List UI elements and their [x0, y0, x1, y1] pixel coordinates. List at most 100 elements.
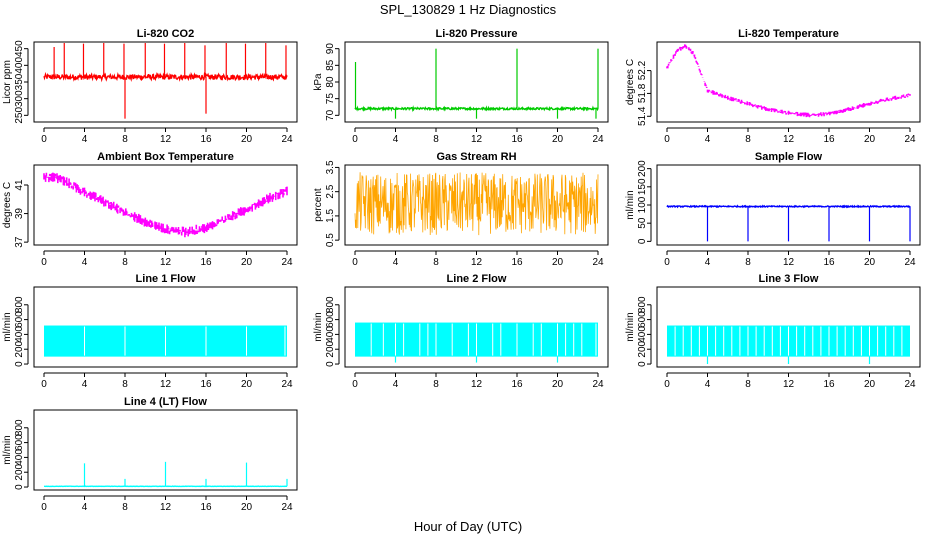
x-tick-label: 8: [745, 134, 751, 145]
x-tick-label: 20: [552, 257, 564, 268]
y-axis-label: kPa: [313, 73, 324, 91]
x-tick-label: 4: [82, 379, 88, 390]
data-series: [666, 204, 911, 242]
x-tick-label: 16: [200, 379, 212, 390]
data-series: [43, 172, 288, 238]
x-tick-label: 24: [281, 134, 293, 145]
y-tick-label: 400: [14, 449, 25, 466]
data-series: [354, 172, 599, 236]
x-tick-label: 8: [122, 379, 128, 390]
x-axis: 0 4 8 12 16 20 24: [41, 250, 293, 268]
x-tick-label: 24: [592, 134, 604, 145]
x-tick-label: 4: [82, 257, 88, 268]
x-tick-label: 20: [864, 257, 876, 268]
y-tick-label: 200: [637, 160, 648, 177]
x-tick-label: 20: [241, 379, 253, 390]
panel-title: Ambient Box Temperature: [97, 151, 234, 163]
x-axis: 0 4 8 12 16 20 24: [41, 372, 293, 390]
y-axis-label: ml/min: [2, 435, 13, 464]
y-tick-label: 51.8: [637, 83, 648, 103]
y-tick-label: 200: [14, 340, 25, 357]
data-series: [43, 43, 288, 119]
x-tick-label: 24: [904, 257, 916, 268]
x-tick-label: 12: [471, 379, 483, 390]
x-tick-label: 8: [433, 257, 439, 268]
x-tick-label: 0: [352, 379, 358, 390]
x-tick-label: 12: [471, 134, 483, 145]
y-tick-label: 2.5: [325, 184, 336, 198]
panel-title: Gas Stream RH: [436, 151, 516, 163]
x-tick-label: 12: [471, 257, 483, 268]
panel-7: Line 1 Flow 0 4 8 12 16 20 24 0 200400600800ml/mi…: [2, 273, 298, 390]
panel-9: Line 3 Flow 0 4 8 12 16 20 24 0 200400600800ml/mi…: [625, 273, 921, 390]
y-tick-label: 0: [637, 361, 648, 367]
x-tick-label: 20: [241, 134, 253, 145]
x-tick-label: 24: [281, 502, 293, 513]
y-axis-label: Licor ppm: [2, 60, 13, 104]
y-tick-label: 52.2: [637, 60, 648, 80]
x-tick-label: 20: [864, 379, 876, 390]
x-tick-label: 12: [783, 257, 795, 268]
x-axis: 0 4 8 12 16 20 24: [352, 127, 604, 145]
panel-10: Line 4 (LT) Flow 0 4 8 12 16 20 24 0 200400600800…: [2, 396, 298, 513]
y-tick-label: 1.5: [325, 209, 336, 223]
x-tick-label: 0: [352, 134, 358, 145]
x-tick-label: 16: [511, 134, 523, 145]
data-series: [355, 322, 598, 363]
x-axis: 0 4 8 12 16 20 24: [352, 372, 604, 390]
x-tick-label: 12: [160, 379, 172, 390]
plot-frame: [344, 286, 609, 368]
x-tick-label: 20: [241, 257, 253, 268]
y-tick-label: 200: [637, 340, 648, 357]
plot-frame: [656, 164, 921, 246]
x-tick-label: 8: [122, 502, 128, 513]
y-tick-label: 3.5: [325, 160, 336, 174]
x-axis: 0 4 8 12 16 20 24: [41, 127, 293, 145]
x-tick-label: 8: [433, 134, 439, 145]
x-tick-label: 24: [281, 379, 293, 390]
y-tick-label: 800: [14, 296, 25, 313]
x-tick-label: 20: [241, 502, 253, 513]
x-tick-label: 16: [200, 134, 212, 145]
y-tick-label: 150: [637, 178, 648, 195]
data-series: [666, 44, 911, 118]
y-tick-label: 400: [14, 57, 25, 74]
x-tick-label: 0: [41, 379, 47, 390]
y-tick-label: 100: [637, 196, 648, 213]
x-axis: 0 4 8 12 16 20 24: [664, 127, 916, 145]
y-tick-label: 800: [637, 296, 648, 313]
plot-frame: [33, 286, 298, 368]
y-tick-label: 0: [14, 484, 25, 490]
y-axis-label: ml/min: [313, 312, 324, 341]
panel-title: Sample Flow: [755, 151, 823, 163]
y-axis-label: ml/min: [2, 312, 13, 341]
x-tick-label: 8: [122, 257, 128, 268]
x-tick-label: 24: [281, 257, 293, 268]
y-tick-label: 75: [325, 93, 336, 105]
x-tick-label: 12: [160, 502, 172, 513]
panel-2: Li-820 Pressure 0 4 8 12 16 20 24 70 75 80 85 90 kPa: [313, 28, 609, 145]
y-tick-label: 51.4: [637, 106, 648, 126]
y-axis-label: degrees C: [2, 182, 13, 228]
panel-8: Line 2 Flow 0 4 8 12 16 20 24 0 200400600800ml/mi…: [313, 273, 609, 390]
x-tick-label: 24: [592, 257, 604, 268]
panel-1: Li-820 CO2 0 4 8 12 16 20 24 250300350400450Lico…: [2, 28, 298, 145]
y-tick-label: 400: [637, 326, 648, 343]
x-tick-label: 0: [41, 257, 47, 268]
x-tick-label: 16: [200, 257, 212, 268]
x-tick-label: 8: [122, 134, 128, 145]
plot-frame: [656, 41, 921, 123]
panel-title: Line 1 Flow: [136, 273, 196, 285]
x-tick-label: 24: [904, 379, 916, 390]
y-tick-label: 350: [14, 73, 25, 90]
x-axis: 0 4 8 12 16 20 24: [664, 372, 916, 390]
x-tick-label: 12: [783, 379, 795, 390]
y-axis: 0.5 1.5 2.5 3.5 percent: [313, 160, 340, 247]
figure-title: SPL_130829 1 Hz Diagnostics: [380, 2, 557, 17]
x-tick-label: 24: [592, 379, 604, 390]
y-tick-label: 300: [14, 90, 25, 107]
